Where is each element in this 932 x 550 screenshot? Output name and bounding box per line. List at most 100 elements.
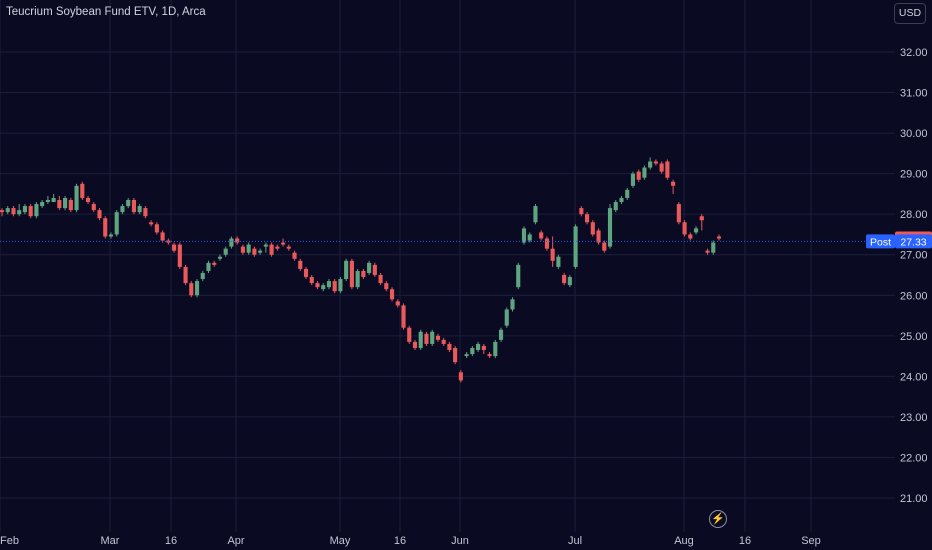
candle-body (676, 204, 681, 223)
candle (476, 341, 481, 353)
candle-body (562, 275, 567, 284)
candle (229, 236, 234, 249)
price-labels: 27.40Post27.33 (0, 231, 932, 249)
candle-body (389, 289, 395, 300)
candle-body (378, 275, 383, 284)
candle-body (131, 199, 136, 213)
candle (579, 206, 584, 217)
candle (80, 181, 85, 200)
candle-body (510, 299, 515, 310)
x-tick-label: 16 (394, 535, 406, 547)
candle-body (716, 236, 722, 239)
candle (699, 214, 704, 231)
candle (693, 226, 699, 235)
candle-body (286, 246, 291, 249)
candle (34, 202, 39, 219)
candle-body (430, 331, 435, 344)
candle (303, 266, 309, 280)
candle-body (183, 266, 188, 284)
candle-body (120, 206, 125, 213)
chart-title: Teucrium Soybean Fund ETV, 1D, Arca (6, 6, 206, 18)
time-axis[interactable]: Feb Mar 16 Apr May 16 Jun Jul Aug 16 Sep (0, 535, 821, 547)
candle (338, 277, 343, 294)
candle (200, 270, 205, 282)
candle (682, 220, 687, 237)
candle-body (189, 283, 194, 296)
candle (5, 206, 10, 215)
candle-body (229, 238, 234, 247)
candle (533, 204, 538, 225)
candle-body (636, 171, 641, 180)
y-tick-label: 26.00 (900, 290, 928, 302)
candle-body (149, 222, 154, 225)
candle-body (539, 232, 544, 239)
candle-body (447, 343, 452, 351)
candle-body (567, 277, 572, 286)
candle-body (418, 331, 423, 348)
candle-body (504, 309, 509, 326)
candle (516, 262, 521, 290)
candle (68, 197, 73, 213)
candle (510, 297, 515, 312)
candle-body (68, 199, 73, 211)
candle (625, 187, 630, 200)
candle (172, 242, 177, 253)
price-axis[interactable]: 21.00 22.00 23.00 24.00 25.00 26.00 27.00 28.00… (900, 47, 928, 505)
candle (246, 242, 251, 255)
candle-body (315, 283, 320, 288)
x-tick-label: 16 (165, 535, 177, 547)
candle-body (292, 252, 297, 259)
candle (378, 272, 383, 286)
candle-body (303, 268, 309, 278)
candle (235, 236, 240, 245)
candle-body (108, 234, 114, 237)
candle (269, 242, 274, 257)
candle (607, 204, 613, 249)
candle-body (275, 246, 280, 249)
y-tick-label: 24.00 (900, 371, 928, 383)
candle-body (407, 327, 412, 342)
candle-body (458, 372, 463, 381)
candle-body (642, 167, 647, 178)
candle-body (521, 228, 527, 243)
candle (648, 157, 653, 170)
candle-body (372, 264, 377, 275)
candle-body (367, 262, 372, 273)
candle (665, 159, 670, 180)
x-tick-label: 16 (739, 535, 751, 547)
candle (240, 244, 245, 255)
x-tick-label: May (330, 535, 351, 547)
candle-body (682, 222, 687, 235)
candle (223, 246, 228, 257)
candle-body (401, 305, 406, 328)
candle-body (240, 246, 245, 253)
candle-body (630, 173, 636, 186)
y-tick-label: 22.00 (900, 452, 928, 464)
y-tick-label: 28.00 (900, 209, 928, 221)
candle-body (252, 248, 257, 255)
candle-body (361, 270, 366, 278)
candle (177, 242, 182, 269)
candle (286, 244, 291, 251)
candle (602, 240, 607, 253)
candle (619, 195, 624, 205)
candle-body (223, 248, 228, 255)
candlestick-series (0, 157, 722, 383)
candle (659, 161, 664, 174)
candle (194, 279, 200, 298)
lightning-icon[interactable]: ⚡ (709, 510, 727, 528)
candle-body (711, 242, 716, 253)
candle (447, 341, 452, 353)
candle (562, 272, 567, 286)
candle-body (476, 343, 481, 351)
currency-button[interactable]: USD (894, 3, 926, 24)
candle-body (137, 206, 142, 213)
x-tick-label: Mar (101, 535, 120, 547)
candle (292, 250, 297, 261)
candle-body (263, 244, 268, 247)
candle (63, 195, 68, 211)
post-label-box (866, 234, 895, 249)
candle (309, 275, 314, 286)
candle (481, 343, 486, 355)
